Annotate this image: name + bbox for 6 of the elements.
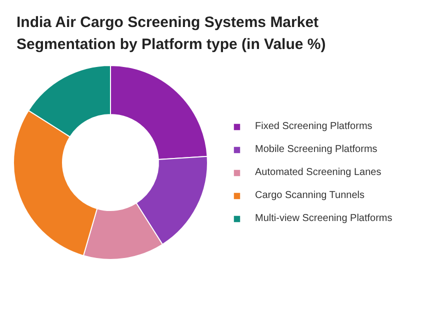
legend-label: Fixed Screening Platforms bbox=[255, 121, 372, 132]
chart-title: India Air Cargo Screening Systems Market Segmentation by Platform type (in Value %) bbox=[16, 14, 326, 53]
legend-label: Mobile Screening Platforms bbox=[255, 144, 378, 155]
legend-label: Automated Screening Lanes bbox=[255, 167, 382, 178]
legend-label: Cargo Scanning Tunnels bbox=[255, 190, 365, 201]
legend-label: Multi-view Screening Platforms bbox=[255, 213, 392, 224]
